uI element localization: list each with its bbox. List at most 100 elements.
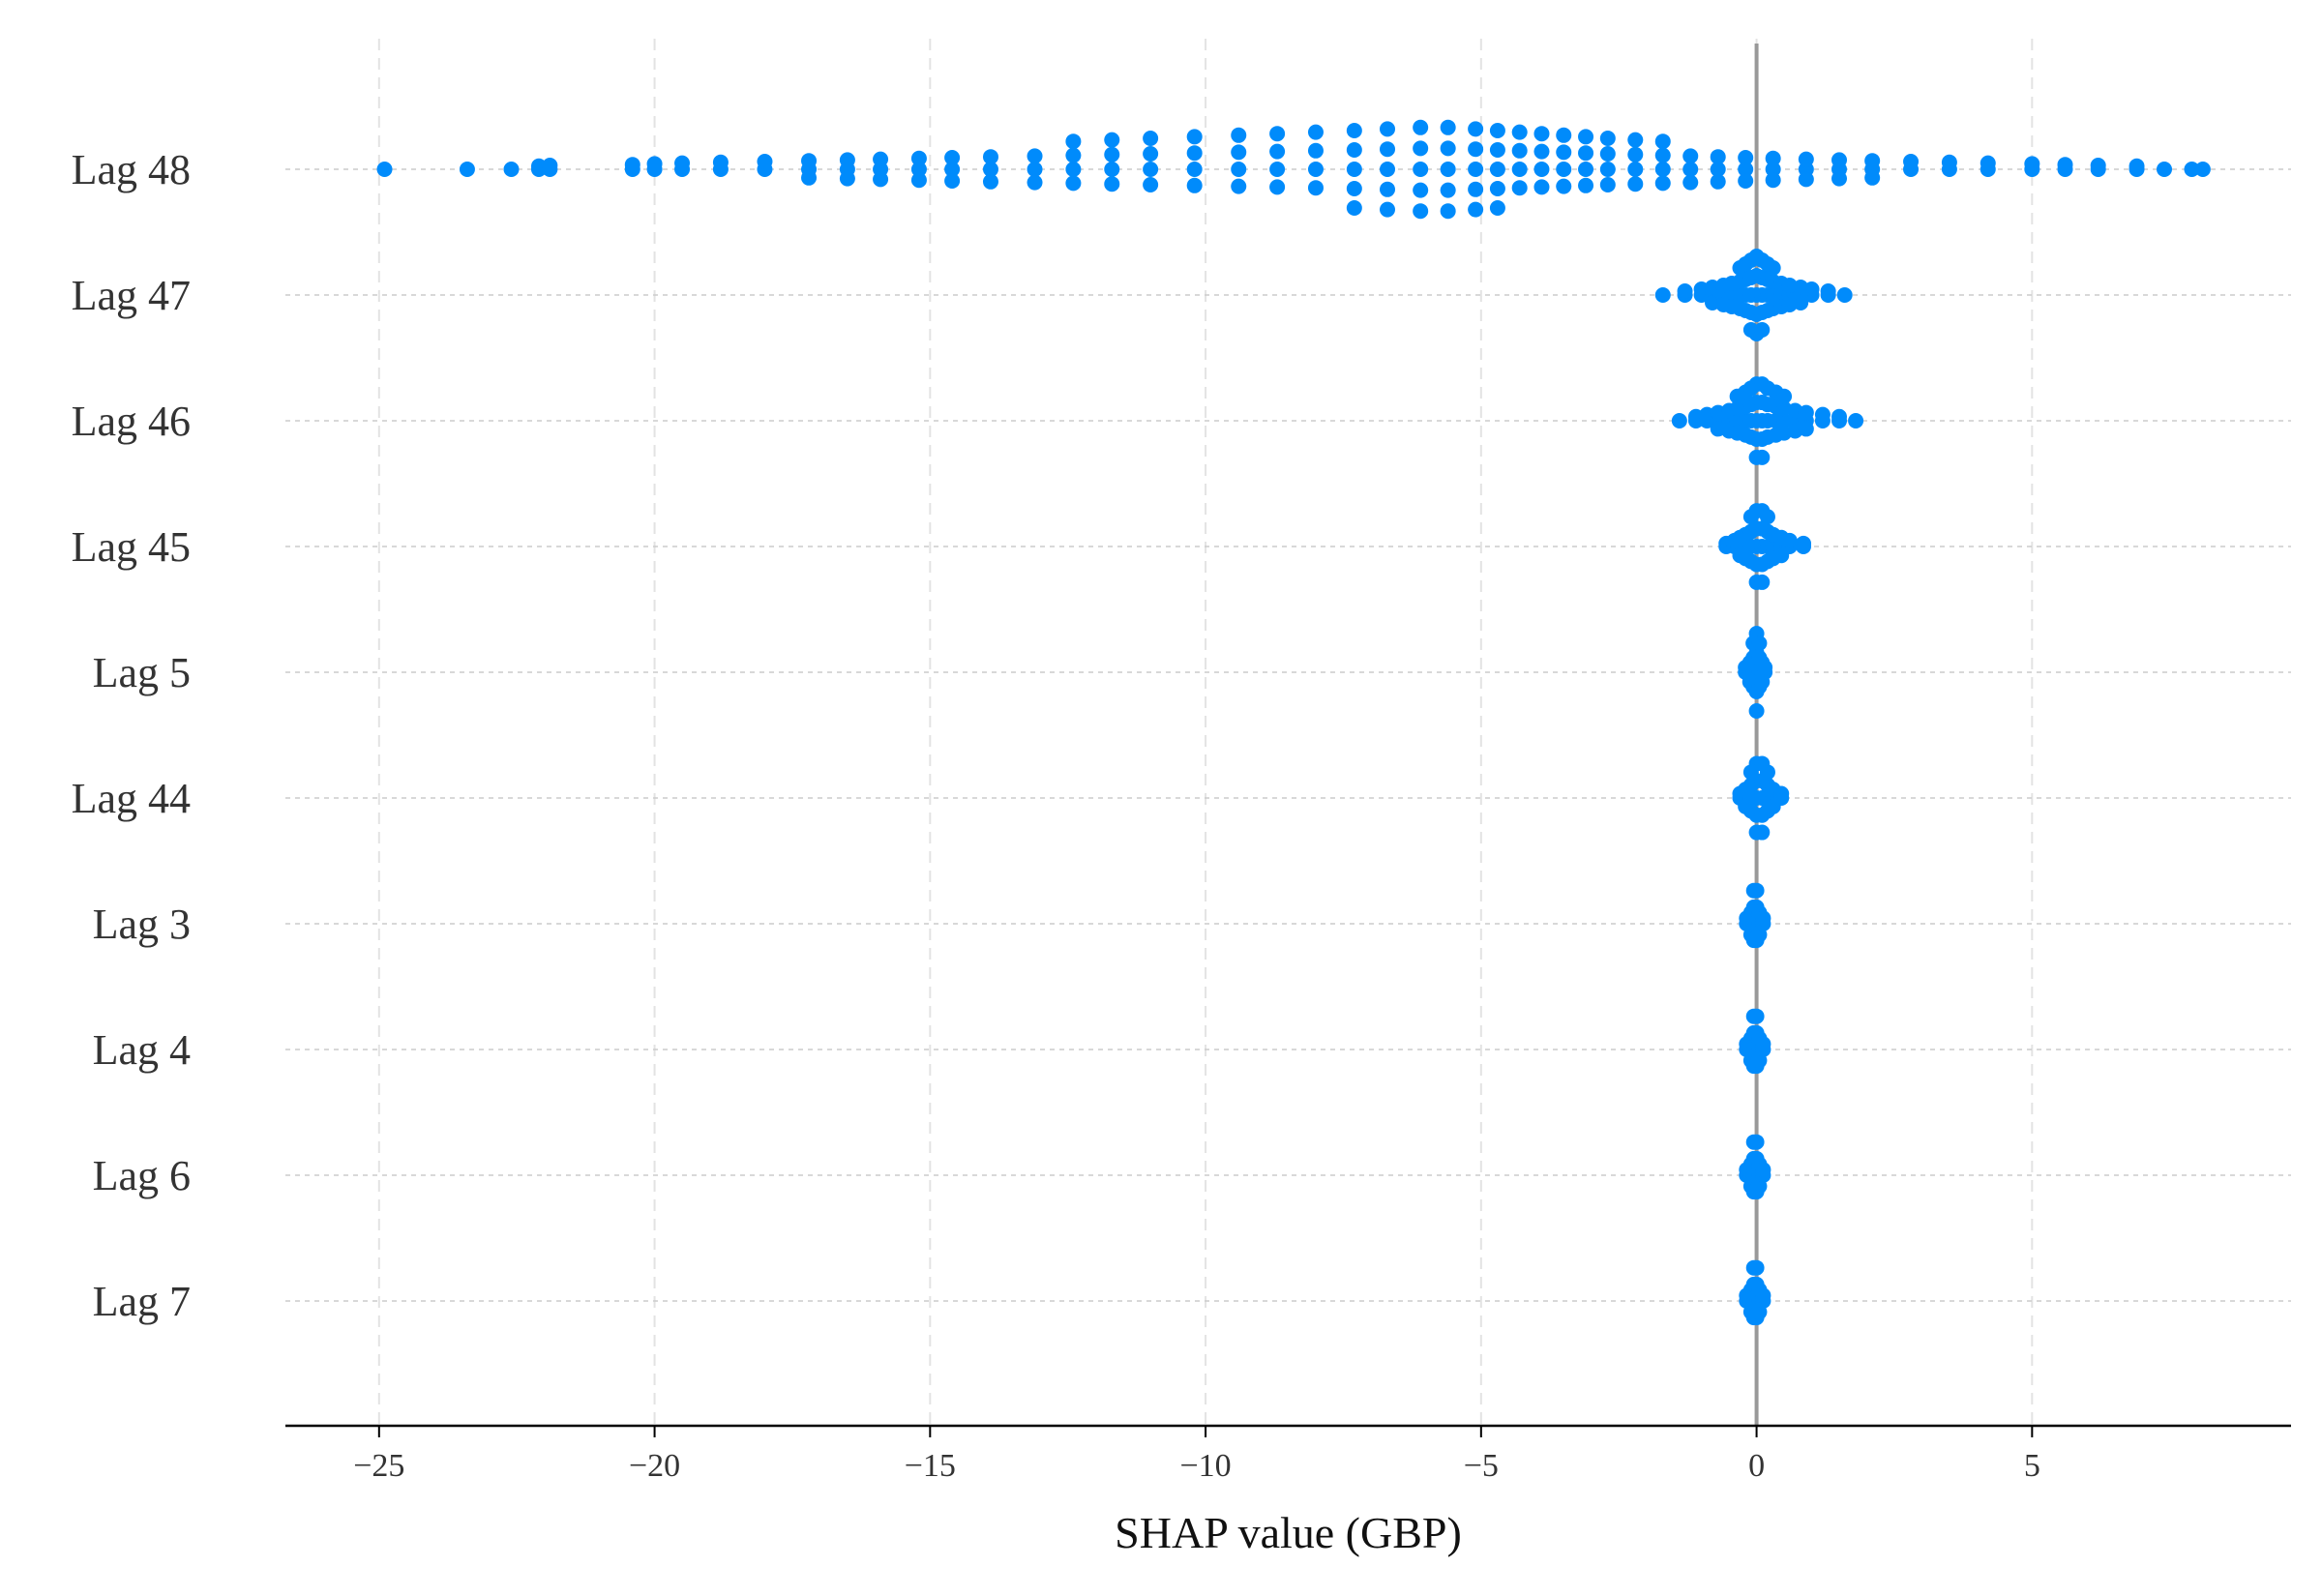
data-point xyxy=(1104,162,1120,177)
data-point xyxy=(1831,408,1848,425)
data-point xyxy=(1231,162,1247,177)
data-point xyxy=(1627,132,1644,148)
data-point xyxy=(1738,162,1754,177)
data-point xyxy=(1231,178,1247,194)
data-point xyxy=(1556,144,1572,161)
data-point xyxy=(1798,151,1814,167)
data-point xyxy=(1578,145,1594,162)
feature-label: Lag 4 xyxy=(93,1026,191,1074)
data-point xyxy=(1065,175,1082,192)
x-tick-label: −25 xyxy=(353,1448,404,1484)
data-point xyxy=(1578,162,1594,177)
data-point xyxy=(1104,176,1120,192)
data-point xyxy=(982,149,998,165)
x-tick-label: −20 xyxy=(629,1448,680,1484)
data-point xyxy=(1413,140,1429,157)
data-point xyxy=(1798,404,1814,421)
data-point xyxy=(1754,574,1771,590)
data-point xyxy=(1556,162,1572,177)
data-point xyxy=(2128,158,2145,174)
data-point xyxy=(1440,140,1456,157)
data-point xyxy=(1748,882,1765,899)
data-point xyxy=(1773,785,1790,802)
data-point xyxy=(1186,129,1203,145)
data-point xyxy=(1468,181,1484,197)
data-point xyxy=(1489,162,1505,177)
data-point xyxy=(944,162,961,177)
data-point xyxy=(646,156,663,172)
data-point xyxy=(624,157,640,173)
feature-label: Lag 3 xyxy=(93,901,191,948)
x-axis-title: SHAP value (GBP) xyxy=(1115,1508,1462,1557)
data-point xyxy=(1755,1162,1771,1178)
data-point xyxy=(1556,178,1572,194)
data-point xyxy=(1627,176,1644,192)
data-point xyxy=(1677,283,1693,299)
grid-layer xyxy=(285,39,2291,1426)
data-point xyxy=(1269,143,1286,160)
feature-label: Lag 6 xyxy=(93,1152,191,1199)
data-point xyxy=(1765,172,1781,189)
data-point xyxy=(1231,144,1247,161)
data-point xyxy=(1831,170,1848,187)
feature-label: Lag 48 xyxy=(72,146,191,193)
data-point xyxy=(2194,162,2211,177)
data-point xyxy=(1814,406,1831,423)
data-point xyxy=(1143,146,1159,162)
data-point xyxy=(1682,174,1699,191)
data-point xyxy=(1307,142,1324,159)
x-tick-label: 5 xyxy=(2024,1448,2040,1484)
data-point xyxy=(1380,141,1396,158)
data-point xyxy=(1065,133,1082,150)
data-point xyxy=(1748,1134,1765,1150)
data-point xyxy=(1627,162,1644,177)
axis-layer: −25 −20 −15 −10 −5 0 5 xyxy=(285,1424,2291,1484)
feature-label: Lag 46 xyxy=(72,398,191,445)
data-point xyxy=(712,154,729,170)
data-point xyxy=(873,171,889,188)
data-point xyxy=(1759,764,1775,781)
data-point xyxy=(1836,287,1853,303)
data-point xyxy=(1682,148,1699,164)
data-point xyxy=(1380,121,1396,137)
feature-label: Lag 7 xyxy=(93,1278,191,1325)
data-point xyxy=(1599,162,1616,177)
data-point xyxy=(542,158,558,173)
data-point xyxy=(1654,133,1671,150)
data-point xyxy=(1980,155,1996,171)
data-point xyxy=(1578,129,1594,145)
data-point xyxy=(1307,180,1324,196)
feature-label: Lag 5 xyxy=(93,649,191,696)
data-point xyxy=(1186,162,1203,177)
data-point xyxy=(1380,181,1396,197)
data-point xyxy=(1346,142,1362,158)
data-point xyxy=(1440,182,1456,198)
data-point xyxy=(1143,162,1159,177)
data-point xyxy=(1346,123,1362,138)
data-point xyxy=(1798,171,1814,188)
data-point xyxy=(1682,162,1699,177)
data-point xyxy=(1627,146,1644,163)
data-point xyxy=(982,162,998,177)
data-point xyxy=(1738,150,1754,165)
data-point xyxy=(1599,131,1616,146)
data-point xyxy=(1511,142,1528,159)
data-point xyxy=(1307,162,1324,177)
data-point xyxy=(1781,532,1798,548)
data-point xyxy=(1413,182,1429,198)
data-point xyxy=(1027,174,1043,191)
data-point xyxy=(1654,175,1671,192)
data-point xyxy=(1027,162,1043,177)
data-point xyxy=(1755,1287,1771,1304)
data-point xyxy=(1710,173,1726,190)
data-point xyxy=(1848,413,1864,429)
data-point xyxy=(1765,162,1781,177)
x-tick-label: −15 xyxy=(905,1448,956,1484)
data-point xyxy=(1511,180,1528,196)
data-point xyxy=(1798,421,1814,437)
data-point xyxy=(1754,449,1771,465)
data-point xyxy=(1489,142,1505,158)
data-point xyxy=(1489,123,1505,138)
data-point xyxy=(1755,1036,1771,1052)
